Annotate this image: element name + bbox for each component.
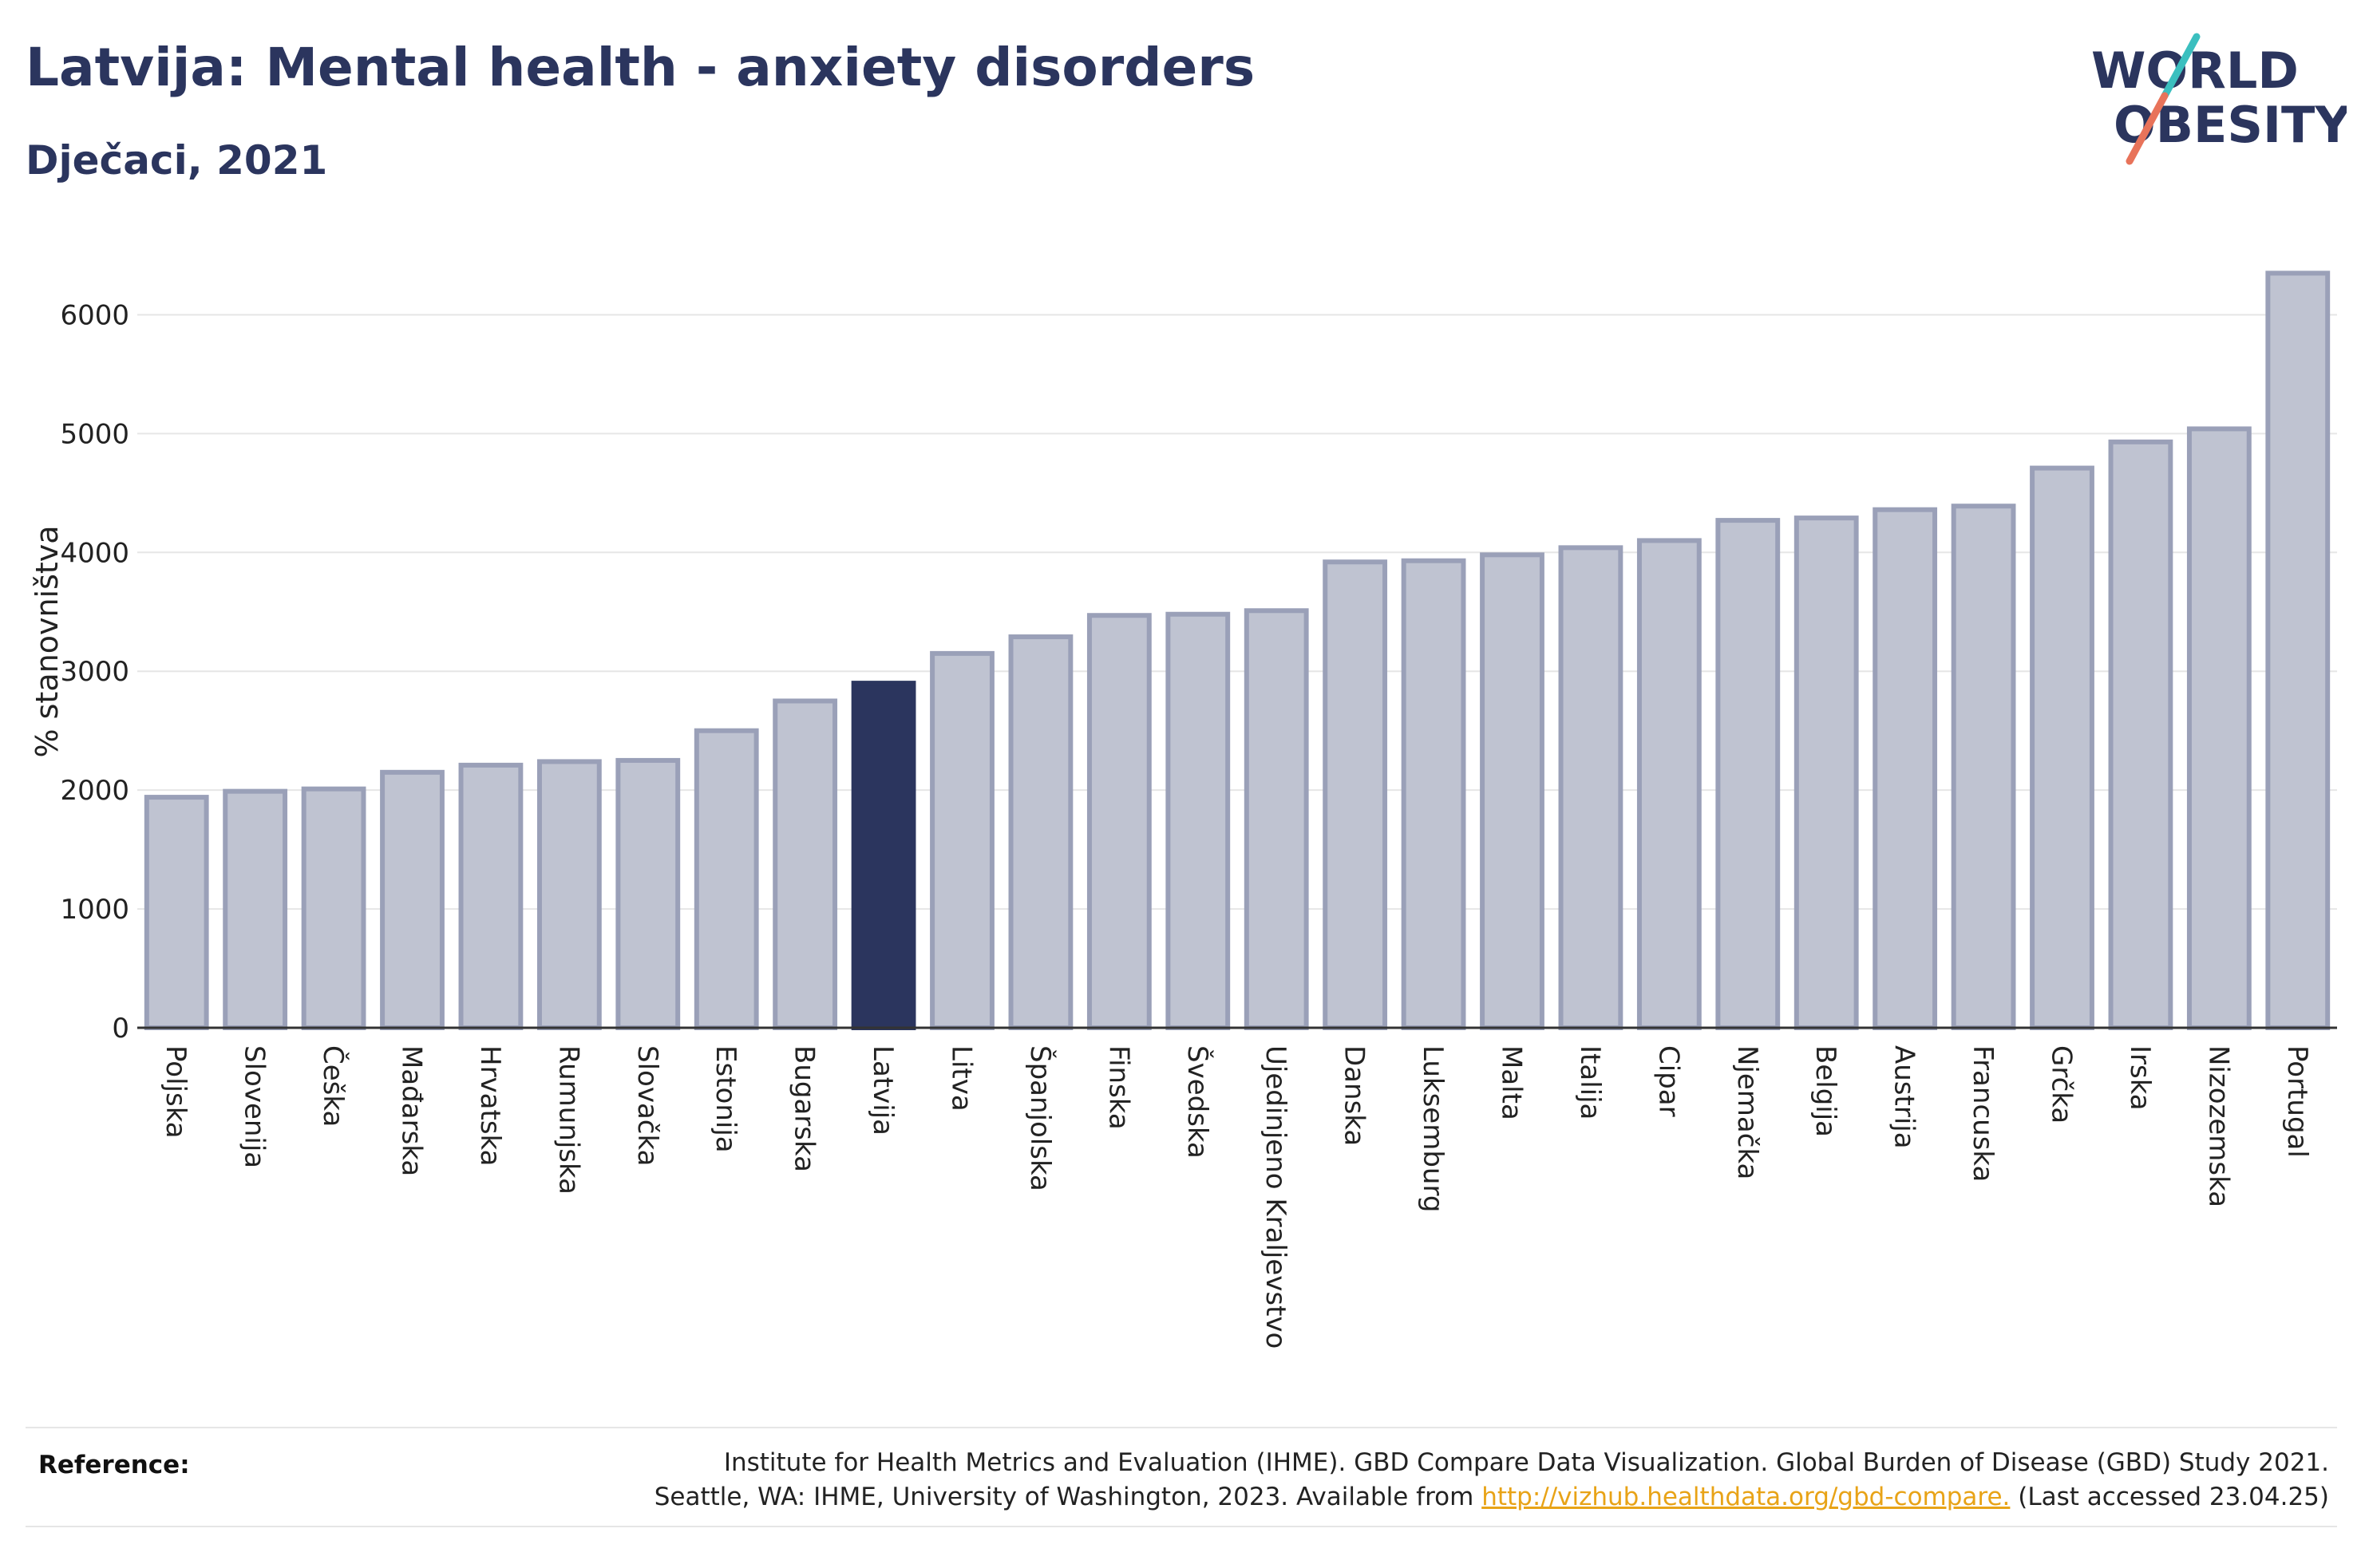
bar-3 bbox=[380, 769, 445, 1030]
bar-21 bbox=[1793, 515, 1859, 1030]
y-tick-label: 1000 bbox=[60, 894, 129, 926]
y-tick-label: 6000 bbox=[60, 299, 129, 331]
bar-18 bbox=[1558, 545, 1623, 1030]
x-tick-label: Španjolska bbox=[1024, 1045, 1057, 1191]
x-tick-label: Slovenija bbox=[239, 1045, 271, 1168]
chart-title: Latvija: Mental health - anxiety disorde… bbox=[26, 37, 1256, 98]
logo-slash-teal bbox=[2161, 33, 2201, 100]
x-tick-label: Rumunjska bbox=[552, 1045, 584, 1195]
bar-12 bbox=[1086, 613, 1152, 1030]
x-tick-label: Litva bbox=[946, 1045, 978, 1112]
reference-divider-top bbox=[26, 1427, 2337, 1428]
bar-24 bbox=[2030, 465, 2094, 1030]
x-tick-label: Irska bbox=[2124, 1045, 2156, 1111]
reference-line2: Seattle, WA: IHME, University of Washing… bbox=[493, 1480, 2329, 1515]
bar-13 bbox=[1165, 611, 1231, 1030]
x-tick-label: Belgija bbox=[1809, 1045, 1841, 1137]
bar-0 bbox=[144, 795, 209, 1030]
x-tick-label: Italija bbox=[1574, 1045, 1606, 1120]
y-tick-label: 2000 bbox=[60, 775, 129, 807]
x-tick-label: Latvija bbox=[867, 1045, 899, 1136]
x-tick-label: Estonija bbox=[710, 1045, 742, 1153]
logo-line1: WORLD bbox=[2091, 41, 2299, 100]
x-tick-label: Danska bbox=[1339, 1045, 1370, 1146]
x-tick-label: Finska bbox=[1102, 1045, 1134, 1130]
x-tick-label: Malta bbox=[1496, 1045, 1528, 1120]
bar-16 bbox=[1401, 558, 1466, 1030]
x-tick-label: Ujedinjeno Kraljevstvo bbox=[1260, 1045, 1291, 1349]
x-tick-label: Austrija bbox=[1888, 1045, 1920, 1149]
x-tick-label: Francuska bbox=[1967, 1045, 1999, 1182]
reference-line2-prefix: Seattle, WA: IHME, University of Washing… bbox=[654, 1483, 1482, 1511]
bar-6 bbox=[615, 757, 681, 1031]
x-tick-label: Poljska bbox=[160, 1045, 192, 1139]
reference-label: Reference: bbox=[38, 1451, 190, 1479]
world-obesity-logo: WORLD OBESITY bbox=[2091, 33, 2347, 165]
y-tick-label: 5000 bbox=[60, 418, 129, 450]
bar-26 bbox=[2186, 426, 2252, 1030]
bar-4 bbox=[458, 762, 524, 1030]
chart-subtitle: Dječaci, 2021 bbox=[26, 137, 328, 184]
x-tick-label: Bugarska bbox=[789, 1045, 821, 1172]
x-tick-label: Cipar bbox=[1652, 1045, 1684, 1117]
bar-23 bbox=[1951, 504, 2016, 1030]
reference-line1: Institute for Health Metrics and Evaluat… bbox=[723, 1448, 2329, 1477]
y-tick-label: 3000 bbox=[60, 656, 129, 688]
logo-slash-red bbox=[2126, 92, 2169, 165]
bar-17 bbox=[1480, 552, 1544, 1030]
bar-15 bbox=[1323, 559, 1388, 1030]
bar-20 bbox=[1715, 518, 1781, 1030]
bar-14 bbox=[1244, 608, 1309, 1030]
x-tick-label: Češka bbox=[317, 1045, 350, 1127]
bar-11 bbox=[1008, 634, 1074, 1030]
x-tick-label: Portugal bbox=[2281, 1045, 2313, 1158]
x-tick-label: Mađarska bbox=[396, 1045, 428, 1176]
x-tick-label: Grčka bbox=[2046, 1045, 2078, 1124]
reference-link[interactable]: http://vizhub.healthdata.org/gbd-compare… bbox=[1481, 1483, 2011, 1511]
x-tick-label: Njemačka bbox=[1731, 1045, 1763, 1179]
reference-line2-suffix: (Last accessed 23.04.25) bbox=[2010, 1483, 2329, 1511]
bar-10 bbox=[930, 650, 995, 1031]
reference-text: Institute for Health Metrics and Evaluat… bbox=[493, 1446, 2329, 1515]
bar-5 bbox=[536, 759, 602, 1030]
bar-19 bbox=[1636, 538, 1702, 1030]
reference-divider-bottom bbox=[26, 1526, 2337, 1527]
bar-2 bbox=[301, 786, 366, 1030]
bar-8 bbox=[773, 698, 838, 1030]
x-tick-label: Luksemburg bbox=[1417, 1045, 1449, 1212]
bar-1 bbox=[223, 788, 288, 1030]
y-axis-label: % stanovništva bbox=[30, 525, 65, 757]
x-tick-label: Hrvatska bbox=[474, 1045, 506, 1166]
bar-27 bbox=[2265, 271, 2331, 1031]
bar-25 bbox=[2108, 439, 2173, 1030]
bar-22 bbox=[1873, 507, 1938, 1030]
y-tick-label: 0 bbox=[112, 1013, 129, 1045]
bar-7 bbox=[694, 728, 759, 1030]
x-tick-label: Švedska bbox=[1181, 1045, 1214, 1159]
y-tick-label: 4000 bbox=[60, 537, 129, 569]
bar-9 bbox=[851, 681, 916, 1030]
x-tick-label: Nizozemska bbox=[2202, 1045, 2234, 1207]
x-tick-label: Slovačka bbox=[631, 1045, 663, 1166]
